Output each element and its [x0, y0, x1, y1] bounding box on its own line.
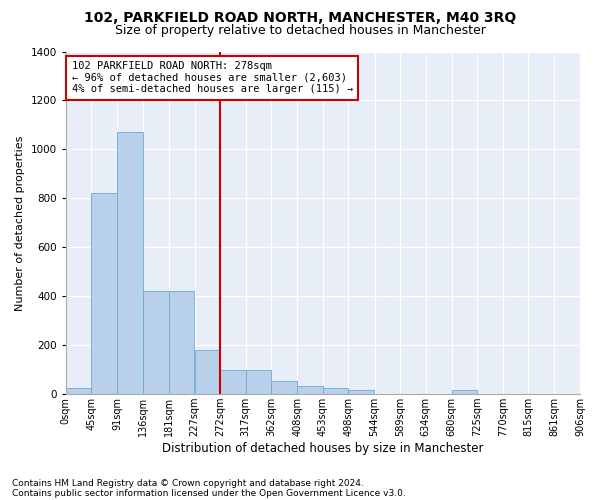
- Bar: [452, 390, 477, 394]
- Text: Contains public sector information licensed under the Open Government Licence v3: Contains public sector information licen…: [12, 488, 406, 498]
- Bar: [298, 386, 323, 394]
- Text: 102 PARKFIELD ROAD NORTH: 278sqm
← 96% of detached houses are smaller (2,603)
4%: 102 PARKFIELD ROAD NORTH: 278sqm ← 96% o…: [71, 62, 353, 94]
- Bar: [66, 388, 91, 394]
- Y-axis label: Number of detached properties: Number of detached properties: [15, 135, 25, 310]
- Bar: [91, 194, 117, 394]
- Bar: [143, 292, 169, 394]
- X-axis label: Distribution of detached houses by size in Manchester: Distribution of detached houses by size …: [162, 442, 484, 455]
- Text: 102, PARKFIELD ROAD NORTH, MANCHESTER, M40 3RQ: 102, PARKFIELD ROAD NORTH, MANCHESTER, M…: [84, 11, 516, 25]
- Bar: [194, 350, 220, 394]
- Text: Size of property relative to detached houses in Manchester: Size of property relative to detached ho…: [115, 24, 485, 37]
- Bar: [169, 292, 194, 394]
- Bar: [323, 388, 349, 394]
- Bar: [271, 380, 297, 394]
- Text: Contains HM Land Registry data © Crown copyright and database right 2024.: Contains HM Land Registry data © Crown c…: [12, 478, 364, 488]
- Bar: [246, 370, 271, 394]
- Bar: [220, 370, 246, 394]
- Bar: [349, 390, 374, 394]
- Bar: [118, 132, 143, 394]
